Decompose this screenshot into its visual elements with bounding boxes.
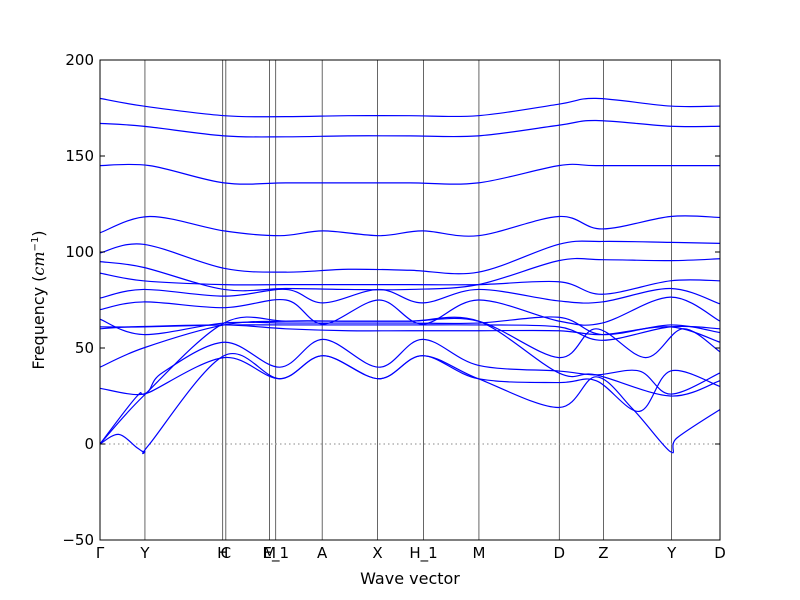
x-tick-label: Y — [666, 544, 677, 562]
phonon-band-line — [99, 272, 721, 295]
x-tick-label: A — [317, 544, 328, 562]
phonon-band-line — [99, 119, 721, 138]
x-tick-label: M — [263, 544, 276, 562]
phonon-band-line — [99, 338, 721, 396]
x-tick-label: Γ — [96, 544, 105, 562]
phonon-band-line — [99, 316, 721, 445]
high-symmetry-lines — [144, 60, 673, 540]
phonon-band-line — [99, 163, 720, 185]
x-axis-ticks: Γ Y HC ME_1 A X H_1 M D Z Y D — [96, 544, 726, 563]
y-tick-label: 0 — [84, 435, 94, 453]
phonon-band-line — [99, 353, 721, 455]
x-tick-label: C — [221, 544, 231, 562]
y-tick-label: 50 — [75, 339, 94, 357]
phonon-band-line — [99, 257, 721, 292]
phonon-band-line — [99, 240, 721, 275]
x-tick-label: Z — [598, 544, 608, 562]
x-axis-label: Wave vector — [360, 569, 460, 588]
x-tick-label: M — [472, 544, 485, 562]
phonon-band-line — [99, 97, 721, 118]
x-tick-label: Y — [139, 544, 150, 562]
y-tick-label: 100 — [65, 243, 94, 261]
y-tick-label: 150 — [65, 147, 94, 165]
plot-frame — [99, 59, 721, 541]
phonon-band-line — [99, 317, 721, 368]
y-axis-label: Frequency (cm−1) — [29, 230, 48, 369]
phonon-band-line — [99, 215, 721, 237]
y-tick-label: 200 — [65, 51, 94, 69]
y-tick-label: −50 — [62, 531, 94, 549]
phonon-band-line — [99, 324, 721, 343]
x-tick-label: D — [714, 544, 726, 562]
y-axis-ticks: −50 0 50 100 150 200 — [62, 51, 720, 549]
x-tick-label: E_1 — [263, 544, 290, 563]
phonon-bands — [99, 97, 721, 455]
phonon-band-line — [99, 296, 721, 326]
x-tick-label: D — [553, 544, 565, 562]
x-tick-label: H_1 — [409, 544, 437, 563]
phonon-band-line — [99, 287, 721, 305]
phonon-band-line — [99, 316, 721, 336]
x-tick-label: X — [372, 544, 382, 562]
x-tick-label: H — [217, 544, 228, 562]
